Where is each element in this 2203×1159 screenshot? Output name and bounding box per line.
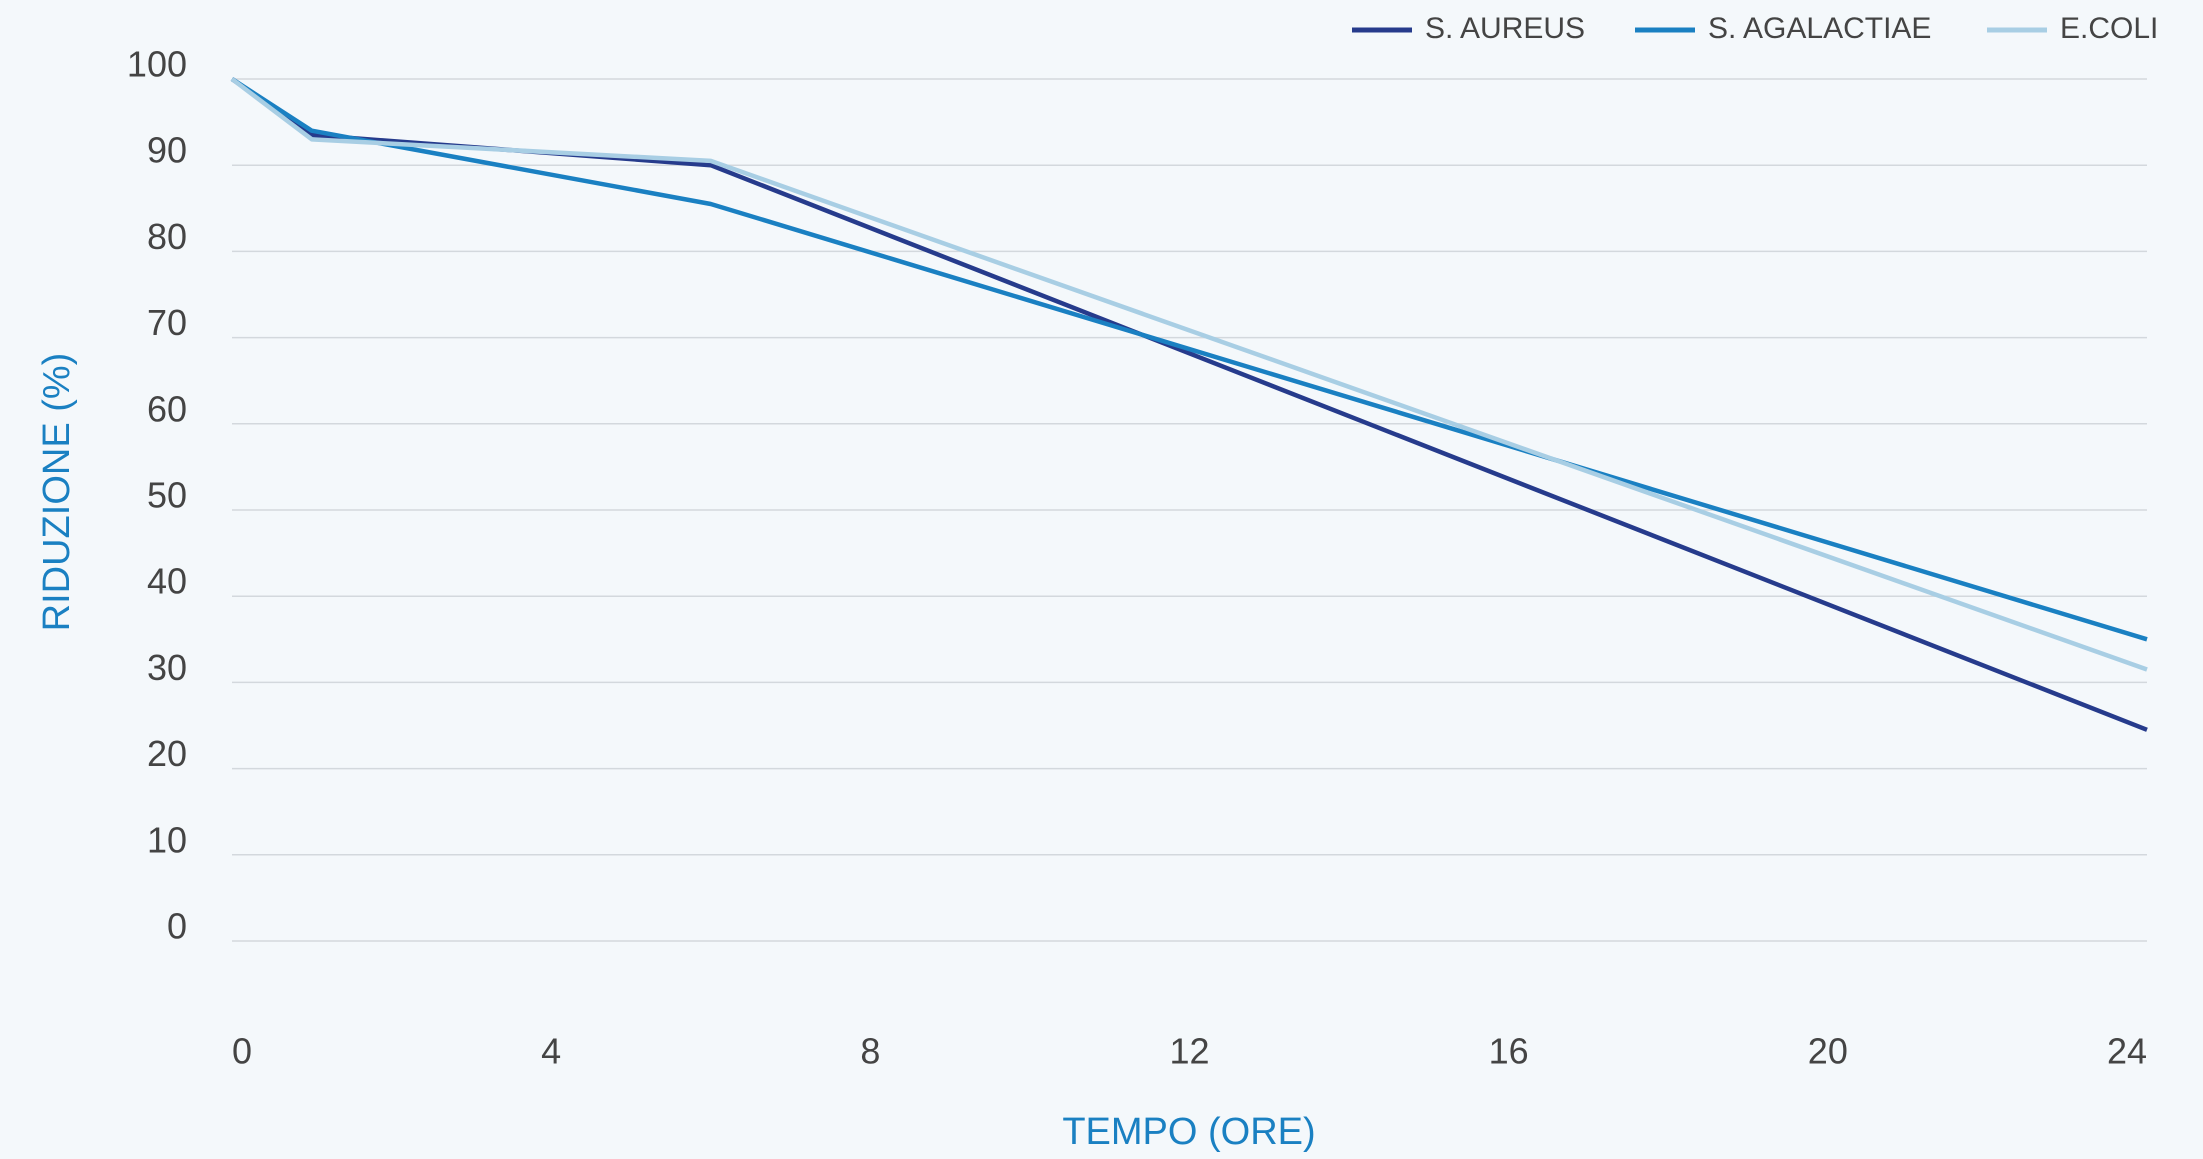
series-line	[230, 77, 2148, 672]
y-tick-label: 70	[147, 302, 187, 343]
y-tick-label: 90	[147, 130, 187, 171]
x-tick-label: 4	[541, 1031, 561, 1072]
x-axis-title: TEMPO (ORE)	[1062, 1111, 1315, 1153]
legend-label: E.COLI	[2060, 12, 2158, 45]
y-tick-label: 30	[147, 647, 187, 688]
x-tick-label: 12	[1169, 1031, 1209, 1072]
x-tick-label: 24	[2107, 1031, 2147, 1072]
series-line	[230, 77, 2148, 642]
legend-label: S. AUREUS	[1425, 12, 1585, 45]
y-tick-label: 10	[147, 819, 187, 860]
y-tick-label: 0	[167, 906, 187, 947]
y-tick-label: 60	[147, 388, 187, 429]
x-tick-label: 20	[1808, 1031, 1848, 1072]
legend-label: S. AGALACTIAE	[1708, 12, 1931, 45]
y-tick-label: 80	[147, 216, 187, 257]
y-tick-label: 50	[147, 475, 187, 516]
y-tick-label: 100	[127, 44, 187, 85]
y-tick-label: 20	[147, 733, 187, 774]
x-tick-label: 0	[232, 1031, 252, 1072]
y-tick-label: 40	[147, 561, 187, 602]
x-tick-label: 8	[860, 1031, 880, 1072]
y-axis-title: RIDUZIONE (%)	[36, 353, 78, 632]
x-tick-label: 16	[1489, 1031, 1529, 1072]
